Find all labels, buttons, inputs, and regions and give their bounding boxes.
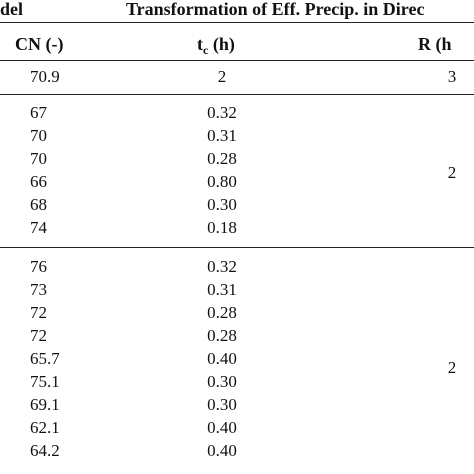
cell-tc: 0.40: [207, 441, 237, 460]
cell-r: 2: [447, 358, 457, 377]
cell-tc: 0.18: [207, 218, 237, 237]
column-header-r: R (h: [418, 34, 452, 54]
group-divider-1: [0, 94, 474, 95]
column-header-tc-unit: (h): [208, 34, 235, 54]
rule-under-column-headers: [0, 60, 474, 61]
column-header-cn: CN (-): [15, 34, 64, 54]
cell-cn: 66: [30, 172, 47, 191]
cell-cn: 68: [30, 195, 47, 214]
cell-tc: 0.32: [207, 103, 237, 122]
cell-tc: 0.31: [207, 126, 237, 145]
cell-cn: 70: [30, 126, 47, 145]
cell-cn: 65.7: [30, 349, 60, 368]
cell-cn: 64.2: [30, 441, 60, 460]
cell-tc: 0.28: [207, 149, 237, 168]
cell-cn: 74: [30, 218, 47, 237]
cell-cn: 76: [30, 257, 47, 276]
cell-cn: 67: [30, 103, 47, 122]
column-header-tc: tc (h): [197, 33, 235, 57]
cell-tc: 0.30: [207, 372, 237, 391]
cell-r: 3: [447, 67, 457, 86]
cell-tc: 0.31: [207, 280, 237, 299]
cell-tc: 0.32: [207, 257, 237, 276]
cell-cn: 72: [30, 326, 47, 345]
cell-r: 2: [447, 163, 457, 182]
cell-tc: 2: [217, 67, 227, 86]
cell-cn: 69.1: [30, 395, 60, 414]
cell-tc: 0.40: [207, 418, 237, 437]
group-divider-2: [0, 247, 474, 248]
cell-cn: 72: [30, 303, 47, 322]
cell-tc: 0.28: [207, 303, 237, 322]
rule-under-group-title: [0, 22, 474, 23]
cell-tc: 0.30: [207, 395, 237, 414]
cell-cn: 62.1: [30, 418, 60, 437]
cell-cn: 70: [30, 149, 47, 168]
cell-tc: 0.28: [207, 326, 237, 345]
cell-tc: 0.40: [207, 349, 237, 368]
cell-cn: 75.1: [30, 372, 60, 391]
column-header-tc-symbol: t: [197, 34, 203, 54]
header-group-title: Transformation of Eff. Precip. in Direc: [126, 0, 425, 19]
cell-cn: 73: [30, 280, 47, 299]
header-left-fragment: del: [0, 0, 24, 19]
column-header-tc-subscript: c: [203, 43, 209, 57]
cell-cn: 70.9: [30, 67, 60, 86]
cell-tc: 0.30: [207, 195, 237, 214]
cell-tc: 0.80: [207, 172, 237, 191]
